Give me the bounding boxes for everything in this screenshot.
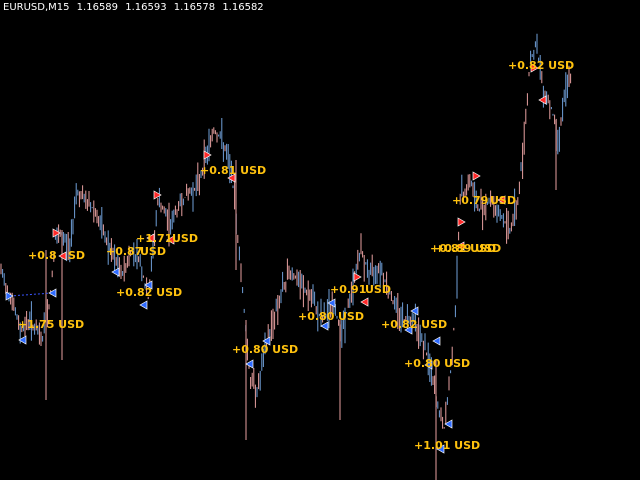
sell-arrow-icon[interactable]	[227, 173, 236, 183]
trade-profit-label: +1.71	[136, 232, 172, 245]
trade-profit-label: USD	[172, 232, 198, 245]
sell-arrow-icon[interactable]	[497, 195, 506, 205]
high-price: 1.16593	[125, 2, 167, 13]
buy-arrow-icon[interactable]	[111, 267, 120, 277]
buy-arrow-icon[interactable]	[262, 336, 271, 346]
buy-arrow-icon[interactable]	[144, 280, 153, 290]
buy-arrow-icon[interactable]	[5, 291, 14, 301]
trade-profit-label: +0.8	[28, 249, 57, 262]
low-price: 1.16578	[173, 2, 216, 13]
sell-arrow-icon[interactable]	[530, 63, 539, 73]
sell-arrow-icon[interactable]	[472, 171, 481, 181]
trade-profit-label: +0.80 USD	[404, 357, 470, 370]
sell-arrow-icon[interactable]	[58, 251, 67, 261]
buy-arrow-icon[interactable]	[410, 306, 419, 316]
sell-arrow-icon[interactable]	[146, 233, 155, 243]
sell-arrow-icon[interactable]	[166, 235, 175, 245]
buy-arrow-icon[interactable]	[436, 444, 445, 454]
trade-link-line	[9, 292, 53, 297]
buy-arrow-icon[interactable]	[245, 359, 254, 369]
sell-arrow-icon[interactable]	[456, 241, 465, 251]
sell-arrow-icon[interactable]	[360, 297, 369, 307]
trade-profit-label: USD	[365, 283, 391, 296]
buy-arrow-icon[interactable]	[404, 325, 413, 335]
buy-arrow-icon[interactable]	[320, 321, 329, 331]
trade-profit-label: +0.82 USD	[430, 242, 496, 255]
open-price: 1.16589	[76, 2, 119, 13]
trade-profit-label: +0.80 USD	[232, 343, 298, 356]
trade-profit-label: SD	[68, 249, 85, 262]
symbol-header: EURUSD,M15 1.16589 1.16593 1.16578 1.165…	[3, 2, 268, 13]
buy-arrow-icon[interactable]	[139, 300, 148, 310]
sell-arrow-icon[interactable]	[203, 150, 212, 160]
trade-profit-label: +0.79	[452, 194, 488, 207]
trade-profit-label: +0.89 USD	[435, 242, 501, 255]
buy-arrow-icon[interactable]	[424, 360, 433, 370]
trade-profit-label: +0.82 USD	[116, 286, 182, 299]
trade-profit-label: USD	[140, 245, 166, 258]
trade-profit-label: +0.82 USD	[381, 318, 447, 331]
trade-profit-label: +0.82 USD	[508, 59, 574, 72]
sell-arrow-icon[interactable]	[353, 272, 362, 282]
buy-arrow-icon[interactable]	[444, 419, 453, 429]
close-price: 1.16582	[222, 2, 264, 13]
sell-arrow-icon[interactable]	[52, 228, 61, 238]
buy-arrow-icon[interactable]	[432, 336, 441, 346]
trade-profit-label: +0.81 USD	[200, 164, 266, 177]
symbol-timeframe: EURUSD,M15	[3, 2, 70, 13]
trade-profit-label: +0.87	[106, 245, 142, 258]
sell-arrow-icon[interactable]	[457, 217, 466, 227]
sell-arrow-icon[interactable]	[153, 190, 162, 200]
trade-profit-label: +0.80	[298, 310, 335, 323]
trade-profit-label: +0.91	[330, 283, 366, 296]
trade-profit-label: +1.75 USD	[18, 318, 84, 331]
trade-profit-label: USD	[490, 194, 516, 207]
trade-profit-label: +1.01 USD	[414, 439, 480, 452]
buy-arrow-icon[interactable]	[18, 335, 27, 345]
trade-profit-label: USD	[338, 310, 364, 323]
sell-arrow-icon[interactable]	[538, 95, 547, 105]
buy-arrow-icon[interactable]	[48, 288, 57, 298]
buy-arrow-icon[interactable]	[327, 298, 336, 308]
